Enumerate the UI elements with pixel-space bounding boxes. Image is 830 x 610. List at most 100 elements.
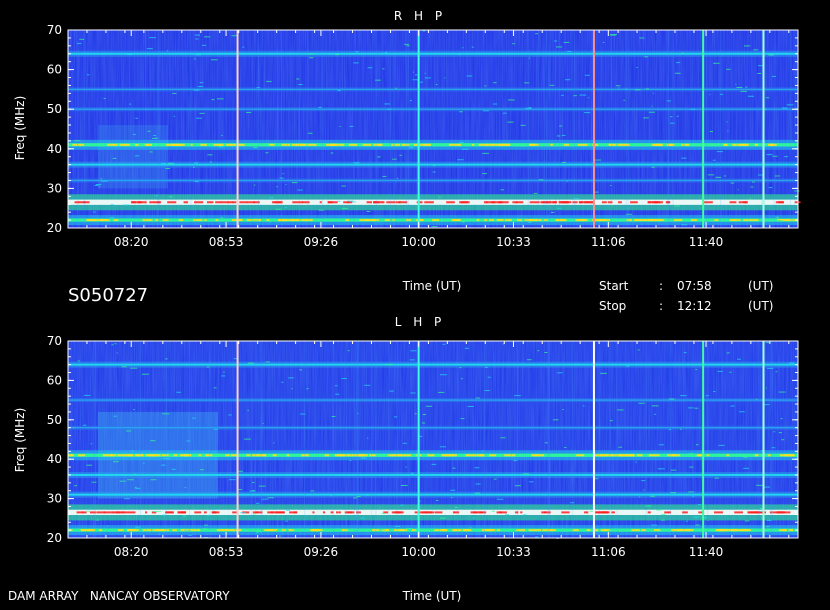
hot-spot (561, 511, 570, 514)
hot-spot (499, 511, 507, 514)
speckle (625, 88, 628, 90)
speckle (670, 116, 673, 118)
hot-spot (142, 529, 146, 532)
speckle (220, 217, 224, 219)
hot-spot (418, 511, 428, 514)
speckle (457, 159, 464, 161)
speckle (685, 520, 688, 522)
speckle (442, 343, 446, 345)
speckle (124, 498, 130, 500)
y-tick-label: 60 (47, 63, 62, 77)
hot-spot (607, 201, 613, 204)
speckle (789, 221, 792, 223)
hot-spot (742, 529, 751, 532)
streak (255, 341, 257, 538)
speckle (544, 442, 548, 444)
speckle (418, 500, 421, 502)
speckle (452, 467, 456, 469)
streak (307, 30, 309, 228)
hot-spot (287, 143, 291, 146)
streak (720, 30, 722, 228)
speckle (364, 384, 371, 386)
hot-spot (86, 219, 96, 222)
streak (667, 30, 669, 228)
streak (261, 341, 263, 538)
speckle (432, 171, 436, 173)
hot-spot (529, 201, 540, 204)
hot-spot (515, 511, 519, 514)
hot-spot (177, 511, 186, 514)
speckle (360, 517, 365, 519)
speckle (656, 509, 662, 511)
speckle (618, 87, 620, 89)
speckle (240, 512, 247, 514)
speckle (395, 525, 400, 527)
hot-spot (193, 219, 203, 222)
hot-spot (485, 201, 494, 204)
speckle (279, 530, 284, 532)
speckle (500, 189, 504, 191)
speckle (638, 402, 645, 404)
speckle (737, 189, 739, 191)
speckle (771, 447, 776, 449)
speckle (681, 224, 688, 226)
hot-spot (598, 454, 609, 457)
speckle (121, 366, 127, 368)
speckle (100, 180, 108, 182)
hot-spot (324, 454, 330, 457)
hot-spot (732, 143, 737, 146)
speckle (439, 374, 447, 376)
hot-spot (624, 454, 635, 457)
speckle (204, 36, 211, 38)
hot-spot (446, 201, 455, 204)
hot-spot (790, 529, 794, 532)
speckle (538, 179, 544, 181)
speckle (285, 520, 288, 522)
speckle (337, 200, 341, 202)
hot-spot (136, 454, 144, 457)
hot-spot (288, 529, 295, 532)
hot-spot (235, 529, 242, 532)
hot-spot (690, 219, 697, 222)
speckle (668, 398, 675, 400)
hot-spot (729, 219, 736, 222)
speckle (392, 158, 397, 160)
speckle (247, 362, 254, 364)
hot-spot (737, 143, 748, 146)
speckle (409, 147, 414, 149)
speckle (602, 41, 605, 43)
x-tick-label: 10:00 (401, 235, 436, 249)
speckle (195, 54, 201, 56)
speckle (771, 75, 777, 77)
hot-spot (723, 143, 728, 146)
speckle (192, 417, 196, 419)
hot-spot (394, 143, 401, 146)
hot-spot (246, 454, 251, 457)
speckle (766, 528, 771, 530)
hot-spot (198, 454, 202, 457)
hot-spot (395, 201, 402, 204)
hot-spot (609, 143, 617, 146)
hot-spot (516, 219, 523, 222)
rhp-panel: 20 30 40 50 60 70 08:20 08:53 09:26 10:00 10:33 11:… (47, 23, 801, 249)
speckle (131, 450, 134, 452)
hot-spot (301, 143, 307, 146)
speckle (149, 151, 153, 153)
hot-spot (165, 143, 175, 146)
hot-spot (626, 219, 631, 222)
streak (546, 30, 548, 228)
speckle (551, 211, 555, 213)
speckle (173, 115, 176, 117)
speckle (713, 62, 720, 64)
hot-spot (565, 201, 570, 204)
hot-spot (362, 143, 372, 146)
hot-spot (225, 454, 230, 457)
speckle (194, 181, 199, 183)
speckle (765, 387, 767, 389)
speckle (707, 174, 715, 176)
speckle (424, 77, 431, 79)
speckle (491, 510, 495, 512)
hot-spot (167, 201, 177, 204)
hot-spot (194, 511, 202, 514)
speckle (493, 478, 497, 480)
